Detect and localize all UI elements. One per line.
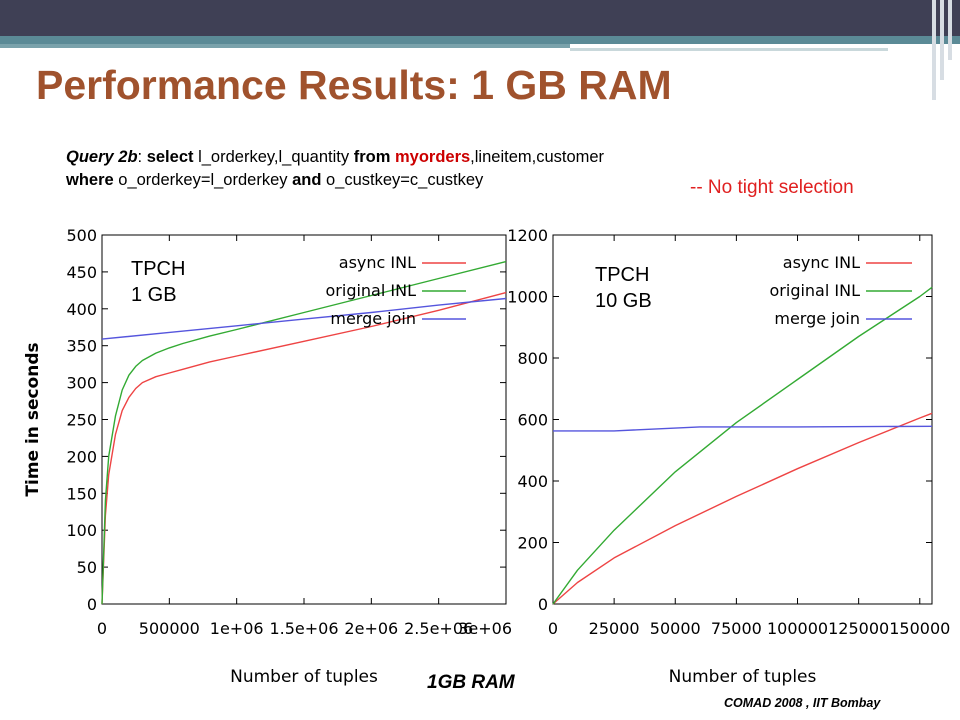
x-tick-label: 100000	[767, 619, 828, 638]
legend-label: async INL	[339, 253, 416, 272]
x-tick-label: 125000	[828, 619, 889, 638]
tpch-1gb-line1: TPCH	[131, 258, 186, 280]
x-tick-label: 2e+06	[344, 619, 398, 638]
y-tick-label: 1200	[507, 226, 548, 245]
chart-svg: 0 200 400 600 800 1000 1200 0 25000 50000 75000 100…	[507, 226, 950, 687]
query-columns: l_orderkey,l_quantity	[193, 148, 354, 166]
kw-and: and	[292, 171, 322, 189]
query-tables: ,lineitem,customer	[470, 148, 605, 166]
query-condition-2: o_custkey=c_custkey	[321, 171, 484, 189]
y-tick-label: 600	[517, 411, 548, 430]
y-axis-label: Time in seconds	[23, 342, 43, 496]
series-line	[101, 291, 507, 605]
y-tick-label: 800	[517, 349, 548, 368]
y-tick-label: 300	[66, 374, 97, 393]
x-tick-label: 500000	[139, 619, 200, 638]
x-axis-label: Number of tuples	[230, 667, 378, 687]
y-tick-label: 50	[77, 558, 97, 577]
header-divider-line	[0, 44, 570, 48]
x-tick-label: 150000	[889, 619, 950, 638]
series-line	[552, 286, 933, 605]
x-tick-label: 1e+06	[210, 619, 264, 638]
x-tick-label: 1.5e+06	[269, 619, 338, 638]
query-line-1: Query 2b: select l_orderkey,l_quantity f…	[66, 146, 604, 169]
tpch-1gb-label: TPCH 1 GB	[131, 256, 185, 308]
series-line	[101, 260, 507, 605]
tpch-10gb-line1: TPCH	[595, 264, 650, 286]
x-tick-label: 3e+06	[458, 619, 512, 638]
selection-note: -- No tight selection	[690, 177, 854, 198]
kw-where: where	[66, 171, 114, 189]
legend-label: original INL	[326, 281, 417, 300]
x-axis-label: Number of tuples	[669, 667, 817, 687]
slide-title: Performance Results: 1 GB RAM	[36, 62, 672, 108]
legend-label: original INL	[770, 281, 861, 300]
chart-1gb: 0 50 100 150 200 250 300 350 400 450 500 0 500000 1e+…	[14, 222, 514, 692]
corner-decoration	[930, 0, 960, 100]
x-tick-label: 50000	[650, 619, 701, 638]
x-tick-label: 75000	[711, 619, 762, 638]
y-tick-label: 250	[66, 411, 97, 430]
query-highlight-table: myorders	[394, 148, 471, 166]
header-bar	[0, 0, 960, 36]
legend-label: merge join	[774, 309, 860, 328]
y-tick-label: 500	[66, 226, 97, 245]
x-tick-label: 0	[97, 619, 107, 638]
y-tick-label: 150	[66, 484, 97, 503]
y-tick-label: 450	[66, 263, 97, 282]
y-tick-label: 200	[66, 447, 97, 466]
header-accent-bar	[0, 36, 960, 44]
y-tick-label: 0	[87, 595, 97, 614]
y-tick-label: 350	[66, 337, 97, 356]
x-tick-label: 0	[548, 619, 558, 638]
series-line	[553, 425, 933, 432]
tpch-1gb-line2: 1 GB	[131, 284, 177, 306]
query-text: Query 2b: select l_orderkey,l_quantity f…	[66, 146, 604, 192]
y-tick-label: 400	[517, 472, 548, 491]
legend-label: merge join	[330, 309, 416, 328]
query-line-2: where o_orderkey=l_orderkey and o_custke…	[66, 169, 604, 192]
chart-svg: 0 50 100 150 200 250 300 350 400 450 500 0 500000 1e+…	[23, 226, 512, 687]
y-tick-label: 100	[66, 521, 97, 540]
query-label: Query 2b	[66, 148, 138, 166]
legend-label: async INL	[783, 253, 860, 272]
footer-text: COMAD 2008 , IIT Bombay	[724, 696, 881, 710]
y-tick-label: 1000	[507, 288, 548, 307]
y-tick-label: 200	[517, 534, 548, 553]
header-divider-line-light	[570, 48, 888, 51]
tpch-10gb-line2: 10 GB	[595, 290, 652, 312]
kw-select: select	[146, 148, 194, 166]
series-line	[552, 412, 933, 605]
x-tick-label: 2.5e+06	[404, 619, 473, 638]
tpch-10gb-label: TPCH 10 GB	[595, 262, 652, 314]
ram-caption: 1GB RAM	[427, 672, 515, 693]
series-line	[101, 297, 507, 340]
kw-from: from	[353, 148, 391, 166]
chart-10gb: 0 200 400 600 800 1000 1200 0 25000 50000 75000 100…	[500, 222, 950, 692]
x-tick-label: 25000	[589, 619, 640, 638]
y-tick-label: 0	[538, 595, 548, 614]
y-tick-label: 400	[66, 300, 97, 319]
query-condition-1: o_orderkey=l_orderkey	[113, 171, 293, 189]
query-sep: :	[137, 148, 147, 166]
